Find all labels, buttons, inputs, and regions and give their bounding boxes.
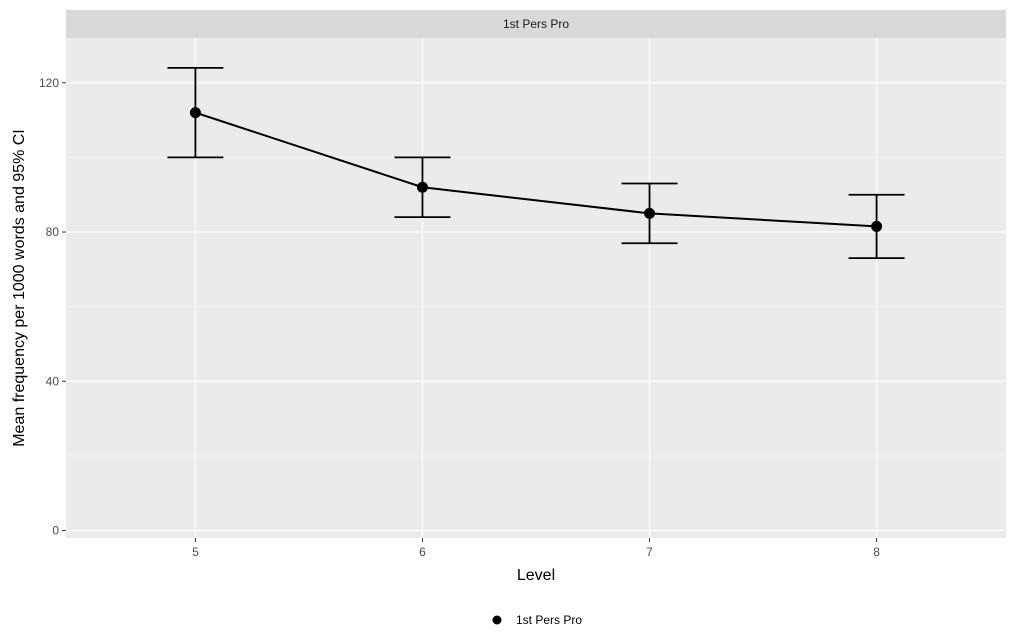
x-tick-label: 8: [873, 545, 880, 559]
y-tick-label: 0: [52, 524, 59, 538]
y-axis-title: Mean frequency per 1000 words and 95% CI: [11, 129, 28, 447]
x-axis-title: Level: [517, 567, 555, 584]
x-tick-label: 6: [419, 545, 426, 559]
data-point: [189, 107, 201, 119]
legend: 1st Pers Pro: [492, 613, 582, 627]
facet-strip: [66, 10, 1006, 38]
series-1st-pers-pro: [167, 66, 905, 260]
legend-label: 1st Pers Pro: [516, 613, 582, 627]
series-line: [195, 111, 877, 228]
facet-strip-label: 1st Pers Pro: [503, 17, 569, 31]
x-tick-label: 5: [192, 545, 199, 559]
x-axis: 5 6 7 8: [192, 538, 880, 559]
x-tick-label: 7: [646, 545, 653, 559]
data-point: [644, 207, 656, 219]
data-point: [871, 220, 883, 232]
legend-key-marker: [492, 615, 502, 625]
plot-panel: [66, 38, 1006, 538]
y-tick-label: 80: [46, 225, 60, 239]
y-axis: 0 40 80 120: [39, 76, 66, 538]
data-point: [416, 181, 428, 193]
y-tick-label: 40: [46, 374, 60, 388]
y-tick-label: 120: [39, 76, 59, 90]
